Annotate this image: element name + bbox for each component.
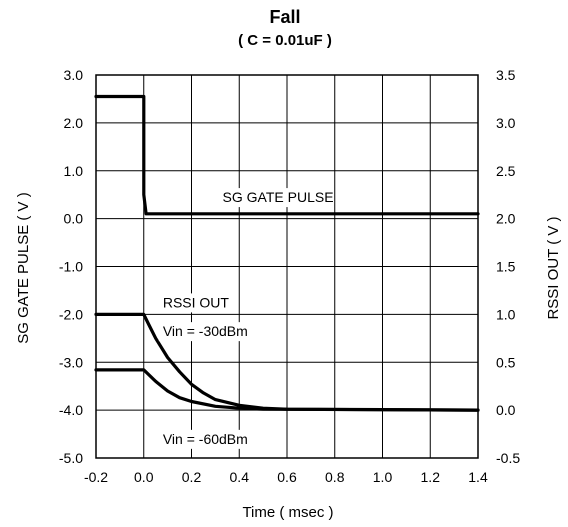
left-y-tick-label: -4.0 (59, 402, 83, 418)
series-lines (94, 94, 480, 412)
x-tick-label: 0.4 (230, 469, 250, 485)
left-y-tick-label: -3.0 (59, 354, 83, 370)
left-y-tick-label: 3.0 (64, 67, 84, 83)
right-y-tick-label: 1.0 (496, 306, 516, 322)
left-y-tick-label: 0.0 (64, 211, 84, 227)
annotation-background (158, 429, 259, 449)
right-y-tick-label: 3.0 (496, 115, 516, 131)
x-tick-label: 0.8 (325, 469, 345, 485)
right-axis-label: RSSI OUT ( V ) (545, 216, 562, 319)
right-y-tick-label: 1.5 (496, 259, 516, 275)
left-y-tick-label: -2.0 (59, 306, 83, 322)
left-axis-label: SG GATE PULSE ( V ) (15, 192, 32, 343)
annotation-label: Vin = -30dBm (163, 323, 248, 339)
annotation-label: RSSI OUT (163, 294, 230, 310)
right-y-tick-label: -0.5 (496, 450, 520, 466)
x-tick-label: 1.0 (373, 469, 393, 485)
left-y-tick-label: 1.0 (64, 163, 84, 179)
x-tick-label: 1.2 (421, 469, 441, 485)
right-axis-ticks: 3.5 3.0 2.5 2.0 1.5 1.0 0.5 0.0 -0.5 (496, 67, 520, 466)
left-y-tick-label: -5.0 (59, 450, 83, 466)
right-y-tick-label: 0.0 (496, 402, 516, 418)
right-y-tick-label: 2.5 (496, 163, 516, 179)
series-line-2 (94, 368, 480, 412)
annotations: SG GATE PULSE RSSI OUT Vin = -30dBm Vin = -… (158, 188, 334, 449)
x-tick-label: 1.4 (468, 469, 488, 485)
right-y-tick-label: 2.0 (496, 211, 516, 227)
right-y-tick-label: 0.5 (496, 354, 516, 370)
annotation-background (218, 188, 326, 208)
left-y-tick-label: 2.0 (64, 115, 84, 131)
chart-title: Fall (269, 7, 300, 27)
chart-subtitle: ( C = 0.01uF ) (238, 32, 332, 49)
x-tick-label: 0.2 (182, 469, 202, 485)
left-y-tick-label: -1.0 (59, 259, 83, 275)
annotation-background (158, 293, 228, 313)
left-axis-ticks: 3.0 2.0 1.0 0.0 -1.0 -2.0 -3.0 -4.0 -5.0 (59, 67, 83, 466)
x-tick-label: 0.0 (134, 469, 154, 485)
annotation-label: Vin = -60dBm (163, 431, 248, 447)
annotation-background (158, 322, 259, 342)
series-line-0 (94, 94, 480, 216)
grid-lines (95, 74, 479, 459)
x-tick-label: -0.2 (84, 469, 108, 485)
right-y-tick-label: 3.5 (496, 67, 516, 83)
annotation-label: SG GATE PULSE (223, 189, 334, 205)
x-tick-label: 0.6 (277, 469, 297, 485)
x-axis-label: Time ( msec ) (242, 504, 333, 521)
plot-frame (95, 74, 479, 459)
x-axis-ticks: -0.2 0.0 0.2 0.4 0.6 0.8 1.0 1.2 1.4 (84, 469, 488, 485)
